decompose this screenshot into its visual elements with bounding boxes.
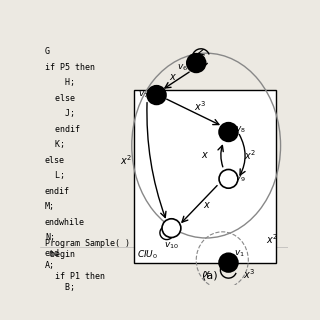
Text: A;: A;: [45, 261, 55, 270]
Text: $v_{{10}}$: $v_{{10}}$: [164, 240, 179, 251]
Text: $v_{9}$: $v_{9}$: [236, 173, 246, 184]
Text: Program Sample( ): Program Sample( ): [45, 239, 130, 248]
Text: $x^2$: $x^2$: [244, 148, 256, 162]
Text: $v_{7}$: $v_{7}$: [138, 90, 148, 100]
Text: endif: endif: [45, 124, 80, 134]
Text: $v_{6}$: $v_{6}$: [177, 63, 188, 73]
Text: endif: endif: [45, 187, 70, 196]
Circle shape: [162, 219, 181, 237]
Text: L;: L;: [45, 171, 65, 180]
Text: H;: H;: [45, 78, 75, 87]
Text: $x^2$: $x^2$: [120, 154, 132, 167]
Text: begin: begin: [45, 250, 75, 259]
Text: $x^3$: $x^3$: [244, 267, 256, 281]
Text: K;: K;: [45, 140, 65, 149]
Text: B;: B;: [45, 283, 75, 292]
Text: else: else: [45, 156, 65, 165]
Text: if P1 then: if P1 then: [45, 272, 105, 281]
Text: J;: J;: [45, 109, 75, 118]
Text: $x$: $x$: [201, 150, 209, 160]
Text: end: end: [45, 249, 60, 258]
Text: $CIU_0$: $CIU_0$: [137, 249, 158, 261]
Circle shape: [187, 54, 206, 72]
Text: M;: M;: [45, 202, 55, 211]
Text: if P5 then: if P5 then: [45, 62, 95, 72]
Circle shape: [219, 170, 238, 188]
Text: endwhile: endwhile: [45, 218, 85, 227]
Circle shape: [219, 123, 238, 141]
Text: $x^3$: $x^3$: [194, 99, 206, 113]
Text: $v_{8}$: $v_{8}$: [236, 124, 246, 135]
FancyBboxPatch shape: [134, 90, 276, 263]
Text: (a): (a): [202, 271, 218, 281]
Text: $x$: $x$: [203, 200, 212, 210]
Text: G: G: [45, 47, 50, 56]
Text: $x$: $x$: [203, 269, 212, 279]
Text: $x^2$: $x^2$: [266, 232, 278, 246]
Text: N;: N;: [45, 233, 55, 242]
Text: $x$: $x$: [169, 72, 177, 82]
Text: $v_1$: $v_1$: [234, 249, 245, 259]
Text: else: else: [45, 93, 75, 103]
Circle shape: [219, 253, 238, 272]
Circle shape: [147, 86, 166, 104]
